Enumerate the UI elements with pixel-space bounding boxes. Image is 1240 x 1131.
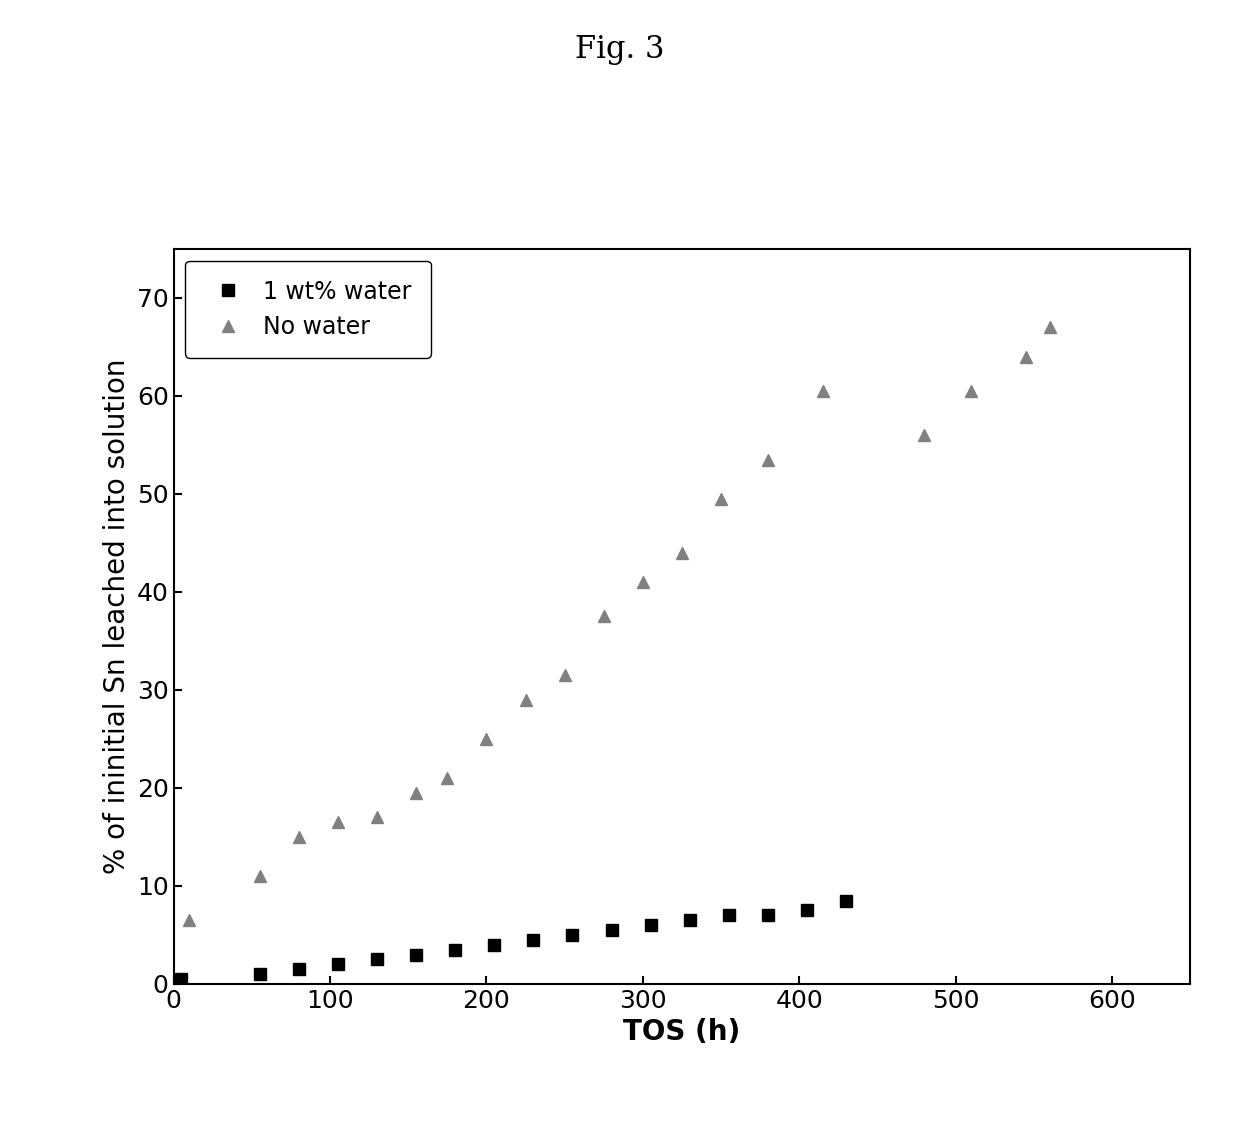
Line: 1 wt% water: 1 wt% water — [175, 895, 853, 985]
No water — [330, 815, 345, 829]
1 wt% water — [760, 908, 775, 922]
1 wt% water — [291, 962, 306, 976]
No water — [557, 668, 572, 682]
1 wt% water — [722, 908, 737, 922]
1 wt% water — [409, 948, 424, 961]
1 wt% water — [800, 904, 815, 917]
No water — [409, 786, 424, 800]
No water — [479, 732, 494, 745]
1 wt% water — [487, 938, 502, 951]
Text: Fig. 3: Fig. 3 — [575, 34, 665, 64]
1 wt% water — [644, 918, 658, 932]
No water — [760, 452, 775, 466]
No water — [440, 771, 455, 785]
No water — [291, 830, 306, 844]
No water — [1019, 349, 1034, 363]
No water — [370, 811, 384, 824]
1 wt% water — [604, 923, 619, 936]
Y-axis label: % of ininitial Sn leached into solution: % of ininitial Sn leached into solution — [103, 359, 131, 874]
1 wt% water — [682, 914, 697, 927]
No water — [714, 492, 729, 506]
No water — [182, 914, 197, 927]
Legend: 1 wt% water, No water: 1 wt% water, No water — [186, 260, 430, 359]
No water — [816, 385, 831, 398]
No water — [918, 429, 932, 442]
No water — [963, 385, 978, 398]
1 wt% water — [526, 933, 541, 947]
No water — [518, 693, 533, 707]
No water — [635, 576, 650, 589]
1 wt% water — [838, 893, 853, 907]
No water — [1042, 320, 1056, 334]
X-axis label: TOS (h): TOS (h) — [624, 1018, 740, 1046]
No water — [252, 870, 267, 883]
1 wt% water — [330, 958, 345, 972]
1 wt% water — [370, 952, 384, 966]
Line: No water: No water — [184, 321, 1056, 926]
1 wt% water — [252, 967, 267, 981]
1 wt% water — [448, 943, 463, 957]
1 wt% water — [174, 973, 188, 986]
1 wt% water — [565, 929, 580, 942]
No water — [675, 546, 689, 560]
No water — [596, 610, 611, 623]
